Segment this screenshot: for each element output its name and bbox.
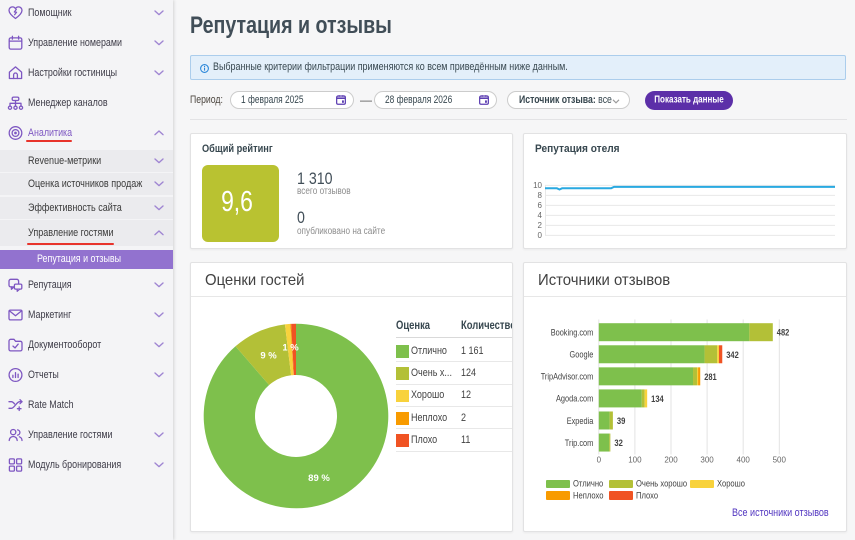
svg-text:300: 300: [700, 456, 714, 465]
svg-text:TripAdvisor.com: TripAdvisor.com: [540, 372, 593, 382]
svg-text:0: 0: [537, 231, 542, 240]
svg-text:Expedia: Expedia: [566, 416, 593, 426]
svg-text:0: 0: [596, 456, 601, 465]
svg-text:Agoda.com: Agoda.com: [556, 394, 593, 404]
svg-text:Trip.com: Trip.com: [564, 438, 593, 448]
svg-text:342: 342: [726, 350, 739, 360]
svg-text:100: 100: [628, 456, 642, 465]
svg-text:2: 2: [537, 221, 542, 230]
svg-text:1 %: 1 %: [282, 343, 299, 354]
svg-text:4: 4: [537, 211, 542, 220]
svg-text:8: 8: [537, 191, 542, 200]
svg-text:89 %: 89 %: [308, 473, 330, 484]
svg-text:9 %: 9 %: [260, 351, 277, 362]
svg-text:6: 6: [537, 201, 542, 210]
svg-text:500: 500: [772, 456, 786, 465]
svg-text:281: 281: [704, 372, 717, 382]
svg-text:200: 200: [664, 456, 678, 465]
svg-text:Google: Google: [569, 350, 593, 360]
svg-text:32: 32: [614, 438, 623, 448]
svg-text:10: 10: [533, 181, 542, 190]
svg-text:Booking.com: Booking.com: [550, 328, 593, 338]
svg-text:39: 39: [616, 416, 625, 426]
svg-text:482: 482: [776, 328, 789, 338]
svg-text:400: 400: [736, 456, 750, 465]
svg-text:134: 134: [651, 394, 664, 404]
